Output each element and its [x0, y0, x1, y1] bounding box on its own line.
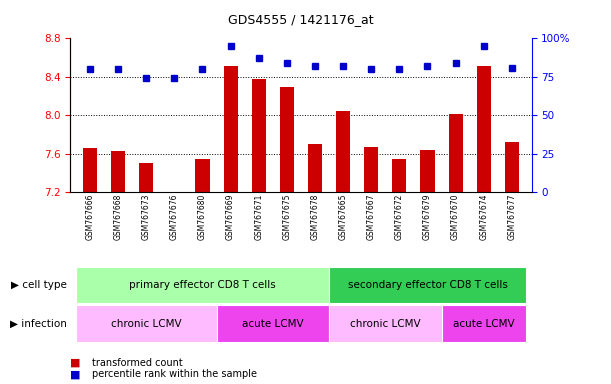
Bar: [420, 150, 434, 192]
Text: ■: ■: [70, 369, 81, 379]
Bar: [224, 66, 238, 192]
Bar: [364, 147, 378, 192]
Text: secondary effector CD8 T cells: secondary effector CD8 T cells: [348, 280, 507, 290]
Text: GDS4555 / 1421176_at: GDS4555 / 1421176_at: [228, 13, 374, 26]
Bar: [308, 144, 322, 192]
Text: ▶ infection: ▶ infection: [10, 318, 67, 329]
Text: ▶ cell type: ▶ cell type: [12, 280, 67, 290]
Text: acute LCMV: acute LCMV: [242, 318, 304, 329]
Bar: [280, 88, 294, 192]
Bar: [477, 66, 491, 192]
Bar: [336, 111, 350, 192]
Bar: [83, 148, 97, 192]
Text: primary effector CD8 T cells: primary effector CD8 T cells: [129, 280, 276, 290]
Text: acute LCMV: acute LCMV: [453, 318, 514, 329]
Bar: [448, 114, 463, 192]
Bar: [111, 151, 125, 192]
Bar: [252, 79, 266, 192]
Bar: [139, 163, 153, 192]
Bar: [196, 159, 210, 192]
Text: ■: ■: [70, 358, 81, 368]
Bar: [392, 159, 406, 192]
Text: chronic LCMV: chronic LCMV: [111, 318, 181, 329]
Text: chronic LCMV: chronic LCMV: [350, 318, 420, 329]
Bar: [505, 142, 519, 192]
Text: percentile rank within the sample: percentile rank within the sample: [92, 369, 257, 379]
Text: transformed count: transformed count: [92, 358, 183, 368]
